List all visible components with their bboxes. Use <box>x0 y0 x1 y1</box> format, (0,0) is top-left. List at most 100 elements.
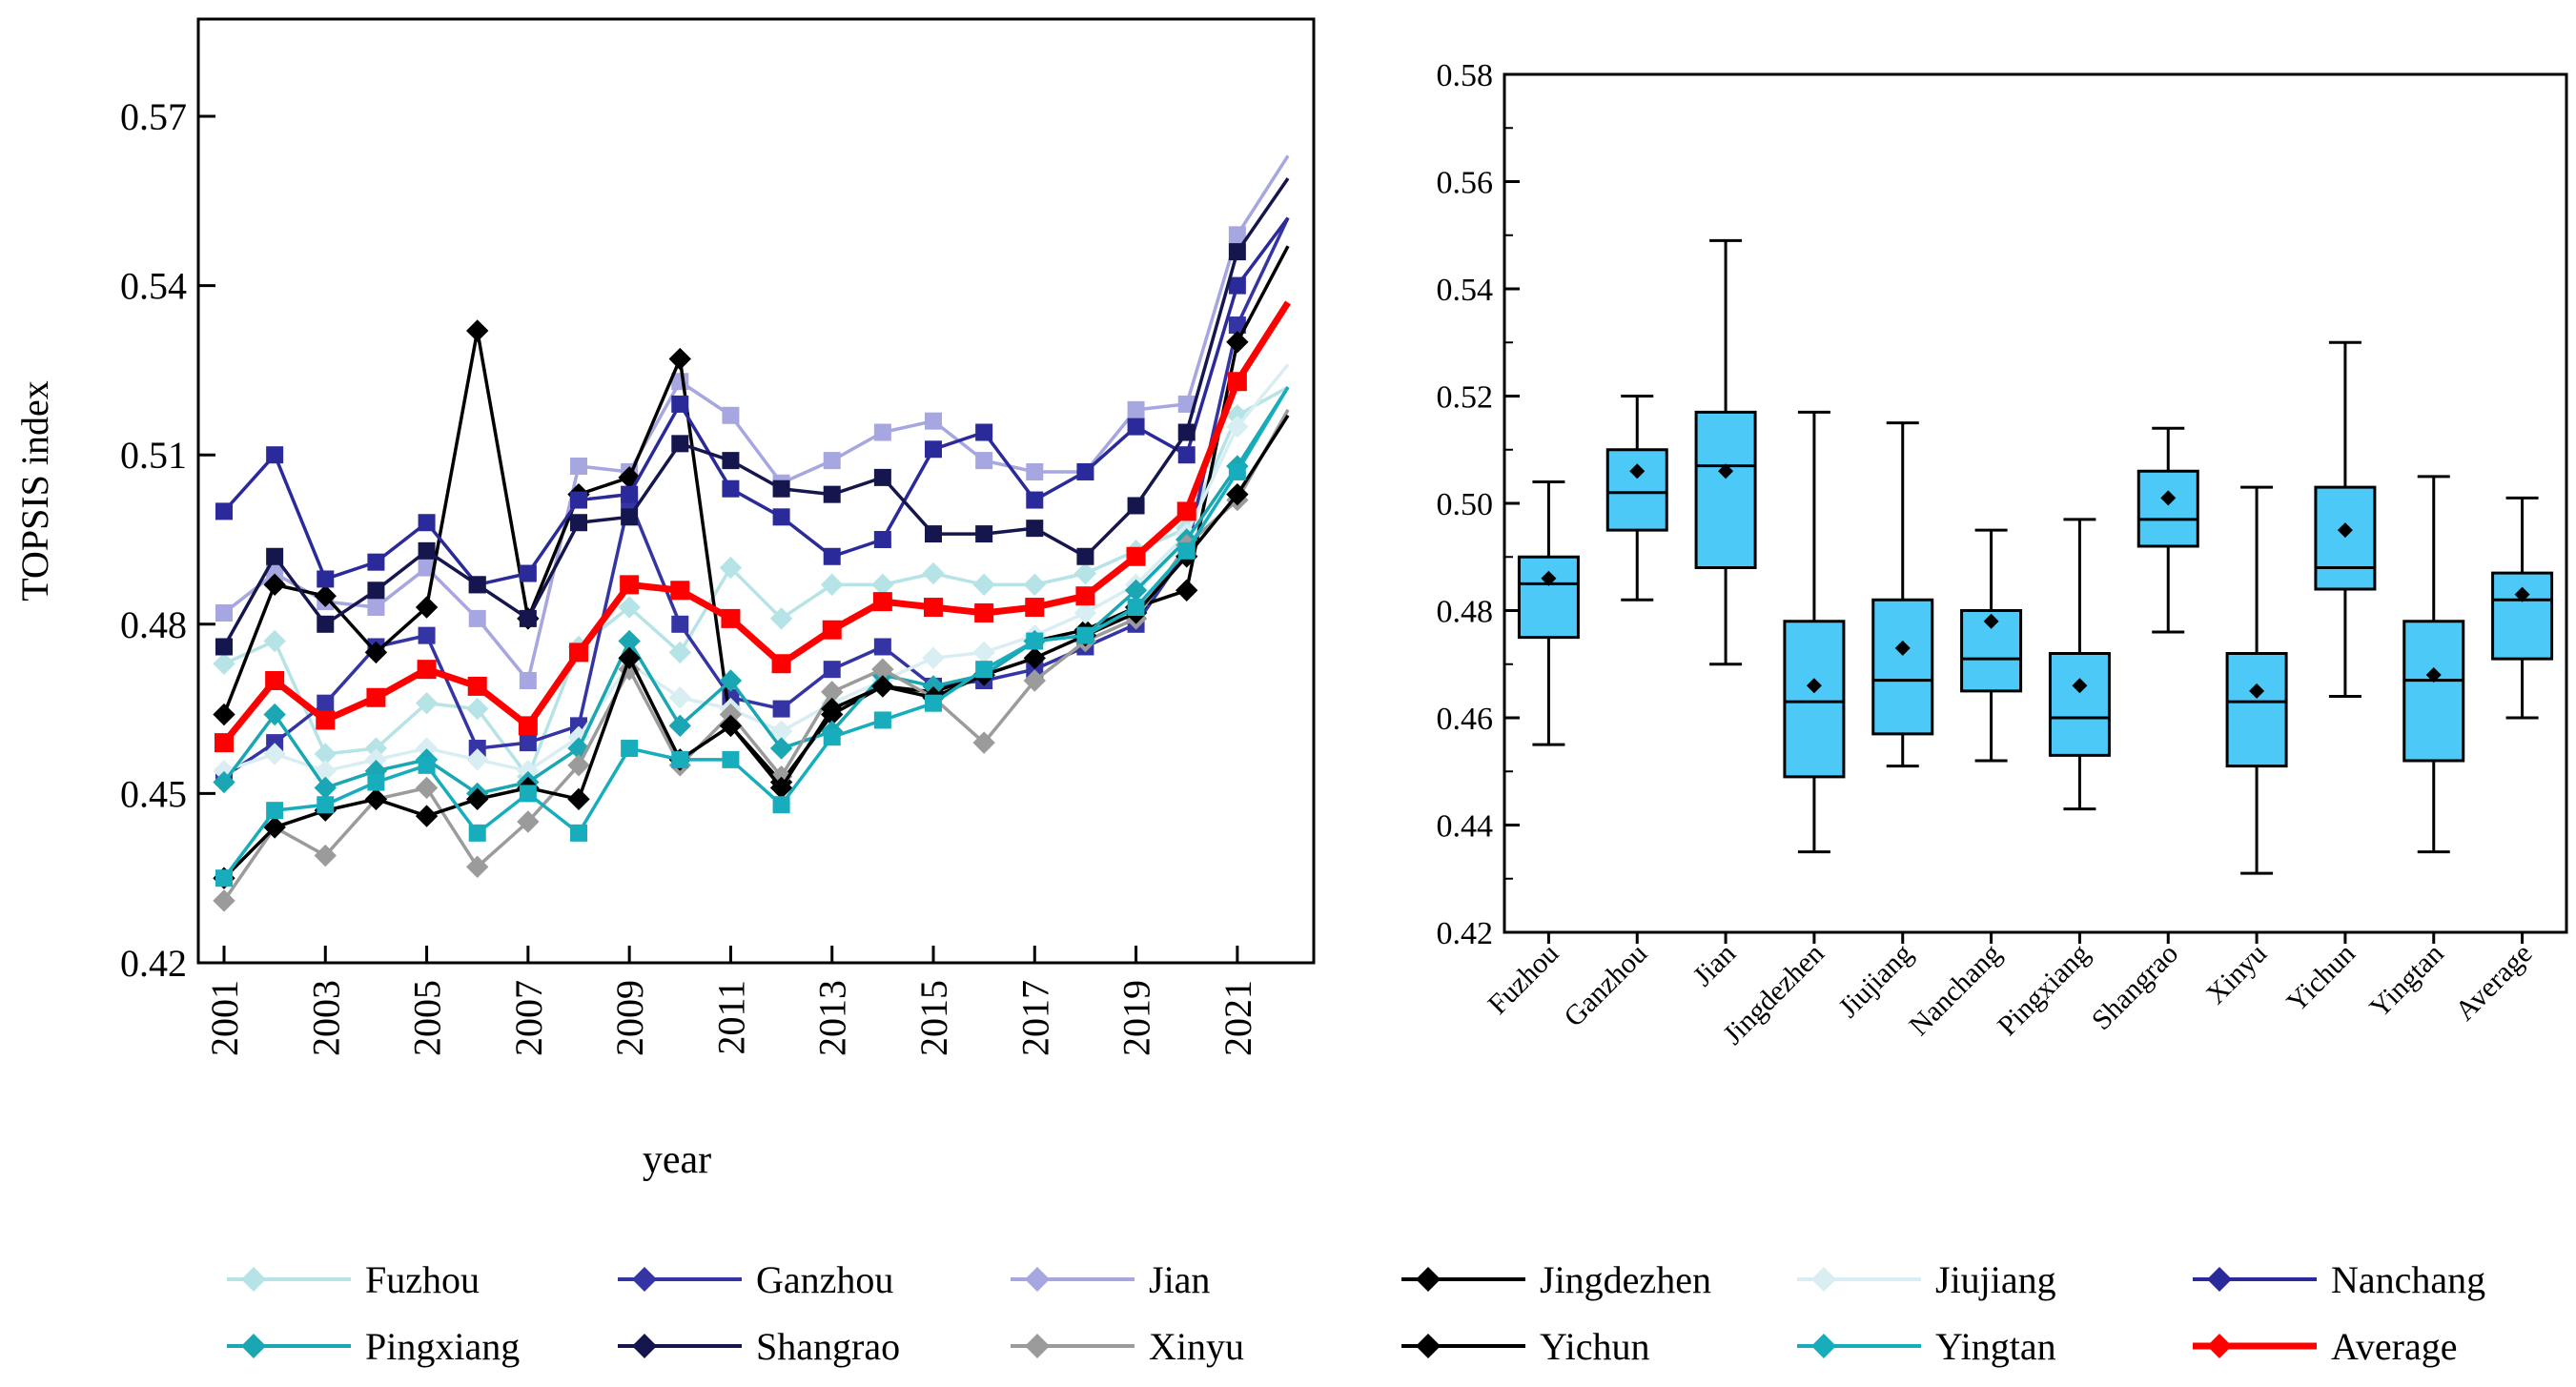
box-chart-x-tick-label: Jian <box>1687 938 1743 993</box>
data-point <box>570 458 587 476</box>
data-point <box>1228 276 1246 295</box>
legend-item-yichun: Yichun <box>1401 1325 1650 1368</box>
box-mean <box>2249 683 2265 699</box>
data-point <box>671 750 689 768</box>
box-chart-y-tick-label: 0.52 <box>1437 380 1494 416</box>
data-point <box>519 564 537 582</box>
series-line-jingdezhen <box>222 245 1290 785</box>
line-chart-x-tick-label: 2001 <box>203 980 246 1056</box>
data-point <box>263 703 286 726</box>
line-chart-plot-frame <box>196 17 1316 965</box>
data-point <box>671 615 689 633</box>
data-point <box>1124 579 1148 602</box>
data-point <box>925 440 942 459</box>
series-nanchang <box>215 216 1290 594</box>
data-point <box>922 561 945 585</box>
series-yingtan <box>215 386 1290 887</box>
data-point <box>1226 482 1249 506</box>
data-point <box>722 479 740 498</box>
box-mean <box>2514 586 2530 602</box>
line-chart-y-tick-label: 0.51 <box>120 434 187 477</box>
data-point <box>925 694 942 712</box>
data-point <box>314 760 337 783</box>
legend-label: Shangrao <box>756 1325 900 1368</box>
box-chart-x-tick-label: Jiujiang <box>1832 938 1919 1025</box>
data-point <box>975 423 993 441</box>
data-point <box>722 750 740 768</box>
line-chart-y-tick-label: 0.54 <box>120 265 187 308</box>
legend-item-jingdezhen: Jingdezhen <box>1401 1258 1711 1301</box>
data-point <box>823 728 841 746</box>
box-chart-x-tick-label: Shangrao <box>2086 938 2184 1036</box>
data-point <box>823 485 841 503</box>
box-chart-y-tick-label: 0.58 <box>1437 58 1494 93</box>
line-chart-y-axis-label: TOPSIS index <box>13 380 56 602</box>
legend-swatch-marker <box>1025 1334 1050 1358</box>
box-mean <box>1541 570 1557 586</box>
data-point <box>618 658 641 681</box>
series-line-jiujiang <box>223 363 1290 773</box>
data-point <box>364 760 388 783</box>
data-point <box>821 681 844 704</box>
data-point <box>922 675 945 698</box>
box-chart-y-tick-label: 0.50 <box>1437 487 1494 522</box>
data-point <box>771 654 791 674</box>
data-point <box>316 710 336 730</box>
legend-label: Fuzhou <box>365 1258 480 1301</box>
data-point <box>1073 561 1097 585</box>
legend-item-yingtan: Yingtan <box>1797 1325 2056 1368</box>
box-nanchang <box>1960 528 2023 763</box>
line-chart-x-tick-label: 2021 <box>1216 980 1259 1056</box>
legend-item-xinyu: Xinyu <box>1011 1325 1244 1368</box>
box-iqr <box>2048 652 2111 757</box>
legend-swatch-marker <box>1811 1334 1836 1358</box>
series-line-average <box>221 300 1291 745</box>
data-point <box>317 570 335 588</box>
legend-swatch-marker <box>1025 1267 1050 1292</box>
data-point <box>467 676 487 696</box>
legend-swatch-marker <box>1416 1334 1441 1358</box>
series-line-ganzhou <box>223 216 1290 779</box>
legend-swatch-marker <box>632 1267 657 1292</box>
data-point <box>975 452 993 470</box>
box-chart-y-tick-label: 0.42 <box>1437 916 1494 951</box>
series-jiujiang <box>213 363 1290 783</box>
data-point <box>1228 316 1246 335</box>
legend-label: Ganzhou <box>756 1258 893 1301</box>
box-chart-y-tick-label: 0.56 <box>1437 166 1494 201</box>
series-line-pingxiang <box>222 386 1290 796</box>
data-point <box>213 703 235 726</box>
data-point <box>668 714 691 738</box>
data-point <box>418 559 436 577</box>
data-point <box>317 615 335 633</box>
data-point <box>1127 497 1145 515</box>
data-point <box>1176 579 1198 602</box>
series-line-jian <box>222 154 1290 683</box>
legend: Fuzhou Ganzhou Jian Jingdezhen Jiujiang Nanch… <box>227 1258 2485 1368</box>
data-point <box>671 395 689 413</box>
data-point <box>668 347 691 371</box>
data-point <box>415 596 439 619</box>
box-chart-x-tick-label: Xinyu <box>2200 938 2273 1010</box>
data-point <box>213 889 235 912</box>
legend-swatch-marker <box>1416 1267 1441 1292</box>
data-point <box>618 596 641 619</box>
data-point <box>975 661 993 679</box>
data-point <box>873 711 891 729</box>
data-point <box>213 760 235 783</box>
box-iqr <box>1694 410 1757 569</box>
data-point <box>873 423 891 441</box>
series-line-yichun <box>222 414 1290 880</box>
box-mean <box>2160 490 2177 506</box>
line-chart-y-tick-label: 0.45 <box>120 772 187 815</box>
data-point <box>719 703 743 726</box>
data-point <box>263 573 286 597</box>
box-jiujiang <box>1871 421 1934 768</box>
data-point <box>263 629 286 653</box>
legend-label: Average <box>2331 1325 2458 1368</box>
data-point <box>769 737 793 760</box>
data-point <box>722 452 740 470</box>
legend-item-jian: Jian <box>1011 1258 1210 1301</box>
box-mean <box>2072 678 2088 694</box>
data-point <box>972 641 995 664</box>
